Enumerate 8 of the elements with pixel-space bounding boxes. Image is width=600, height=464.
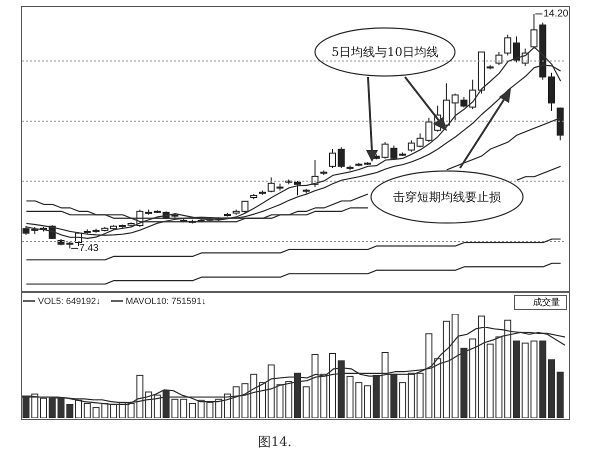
text: 成交量 [514, 295, 567, 310]
legend-label: VOL5: 649192↓ [38, 296, 101, 306]
annotation: 7.43 [79, 243, 100, 254]
annotation: 5日均线与10日均线 [332, 45, 438, 59]
legend-label: MAVOL10: 751591↓ [126, 296, 206, 306]
annotation: 击穿短期均线要止损 [393, 190, 501, 204]
annotation: 14.20 [543, 8, 569, 20]
caption: 图14. [258, 434, 292, 451]
